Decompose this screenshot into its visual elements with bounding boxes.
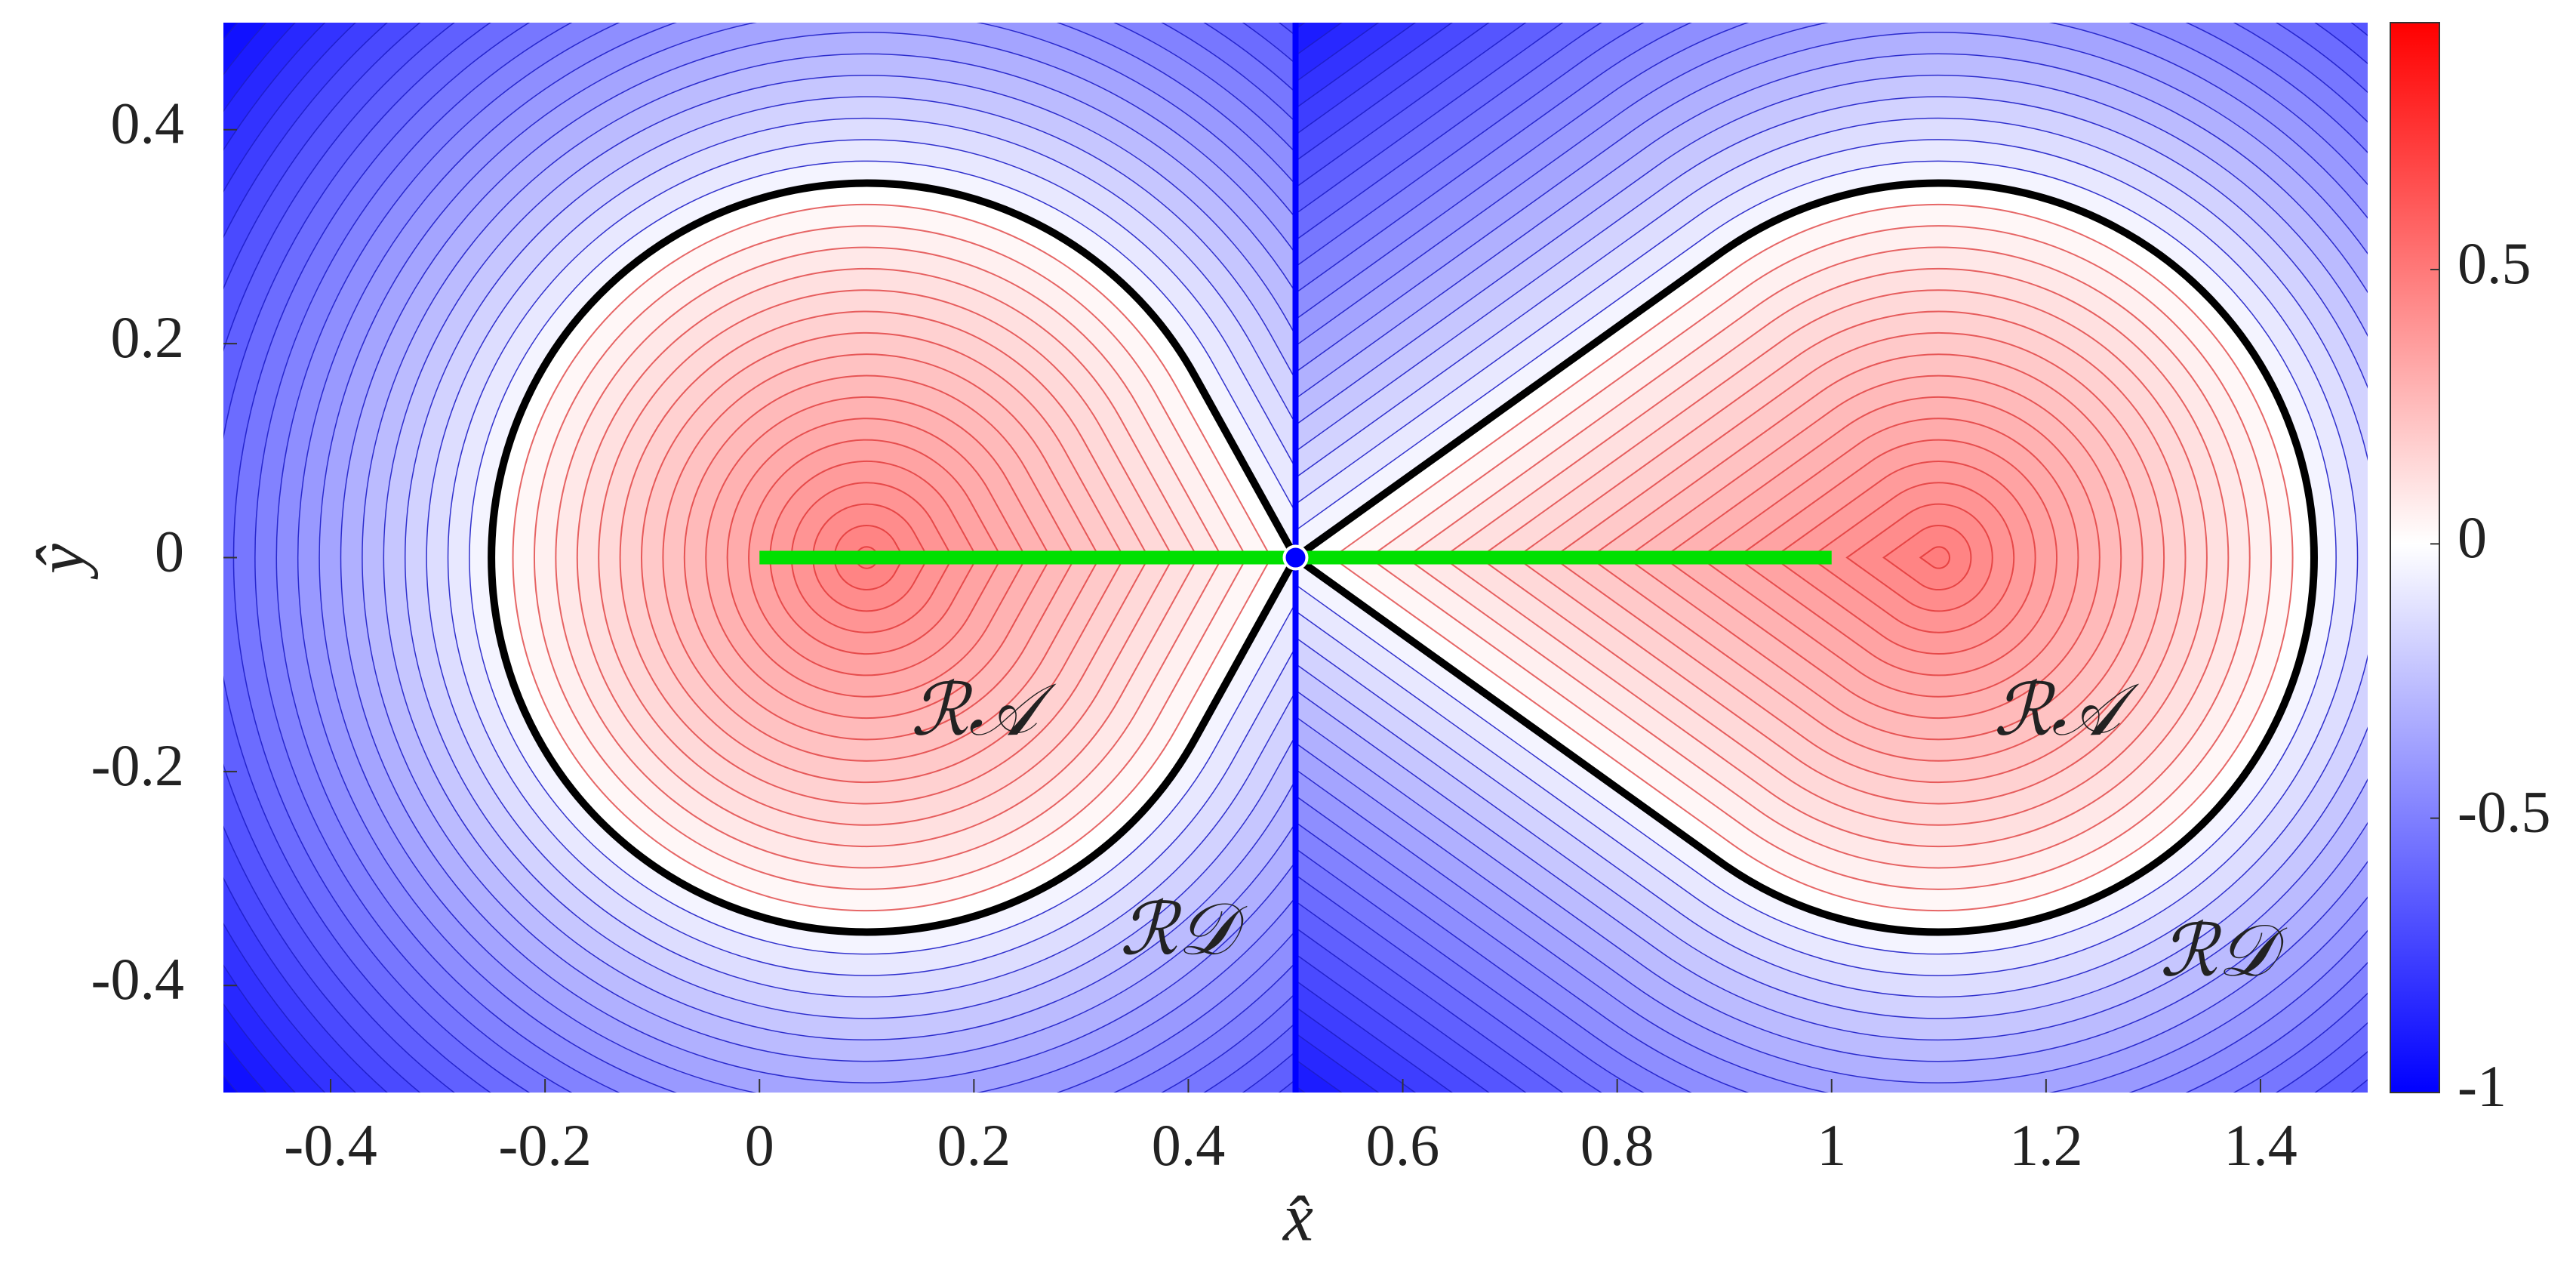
colorbar-tick-label: 0.5 [2458,230,2531,296]
region-boundary [488,179,1300,936]
y-axis-label: ŷ [24,544,99,580]
y-tick-label: 0.2 [111,304,185,370]
x-tick-label: 0.2 [937,1112,1011,1178]
x-tick-label: 0.4 [1152,1112,1226,1178]
region-label: ℛ𝒜 [1993,670,2140,750]
y-tick-label: -0.4 [91,946,184,1012]
region-boundary [1288,179,2318,936]
region-label: ℛ𝒟 [1120,889,1248,970]
x-tick-label: 1 [1817,1112,1846,1178]
x-tick-label: 1.4 [2224,1112,2297,1178]
colorbar-tick-label: -0.5 [2458,779,2550,845]
x-tick-label: -0.4 [284,1112,377,1178]
region-label: ℛ𝒟 [2160,911,2288,991]
region-label: ℛ𝒜 [911,670,1057,750]
x-axis-label: x̂ [1282,1181,1313,1256]
colorbar [2390,22,2440,1093]
y-tick-label: -0.2 [91,732,184,798]
point [1282,544,1309,571]
x-tick-label: 1.2 [2009,1112,2083,1178]
colorbar-tick-label: 0 [2458,504,2487,570]
x-tick-label: -0.2 [498,1112,591,1178]
y-tick-label: 0 [155,518,184,584]
contour-band [1919,546,1950,569]
x-tick-label: 0.8 [1580,1112,1654,1178]
colorbar-tick-label: -1 [2458,1053,2507,1119]
x-tick-label: 0 [745,1112,774,1178]
x-tick-label: 0.6 [1366,1112,1440,1178]
y-tick-label: 0.4 [111,91,185,156]
